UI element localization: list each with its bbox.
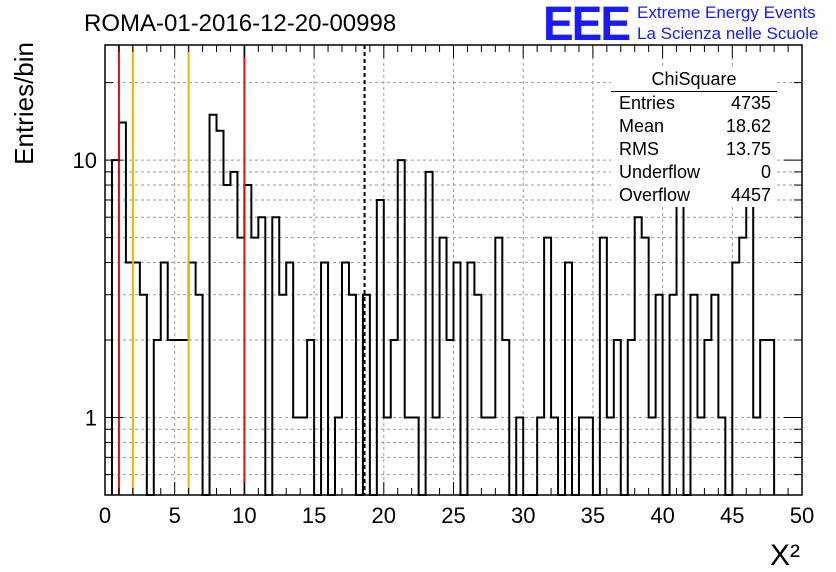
histogram-bin [711,295,718,495]
stats-value: 13.75 [725,139,771,159]
histogram-bin [237,238,244,495]
histogram-bin [467,263,474,495]
histogram-bin [600,238,607,495]
logo-line-2: La Scienza nelle Scuole [637,24,819,43]
x-tick-label: 30 [511,503,535,528]
histogram-bin [119,122,126,495]
histogram-bin [474,295,481,495]
stats-row-overflow: Overflow 4457 [619,185,771,207]
histogram-bin [398,160,405,495]
stats-label: Entries [619,93,676,113]
histogram-bin [656,295,663,495]
stats-label: Overflow [619,185,691,205]
stats-value: 18.62 [725,116,771,136]
x-tick-label: 0 [99,503,111,528]
histogram-bin [377,200,384,495]
stats-row-mean: Mean 18.62 [619,116,771,138]
x-tick-label: 15 [302,503,326,528]
stats-label: RMS [619,139,659,159]
stats-row-underflow: Underflow 0 [619,162,771,184]
x-tick-label: 40 [650,503,674,528]
stats-label: Mean [619,116,665,136]
histogram-bin [363,295,370,495]
histogram-bin [258,217,265,495]
stats-row-rms: RMS 13.75 [619,139,771,161]
x-tick-label: 35 [581,503,605,528]
histogram-bin [230,172,237,495]
x-tick-label: 5 [169,503,181,528]
x-tick-label: 50 [790,503,814,528]
x-tick-label: 25 [441,503,465,528]
y-tick-label: 10 [73,148,97,173]
histogram-bin [440,238,447,495]
histogram-bin [133,263,140,495]
histogram-bin [286,263,293,495]
histogram-bin [126,263,133,495]
histogram-bin [670,295,677,495]
histogram-bin [349,295,356,495]
histogram-bin [739,238,746,495]
x-axis-label: X² [770,539,800,572]
stats-value: 4735 [730,93,771,113]
stats-label: Underflow [619,162,701,182]
histogram-bin [544,238,551,495]
histogram-bin [642,238,649,495]
x-tick-label: 45 [720,503,744,528]
histogram-bin [565,263,572,495]
stats-value: 4457 [730,185,771,205]
stats-title: ChiSquare [651,69,737,89]
histogram-bin [495,238,502,495]
run-title: ROMA-01-2016-12-20-00998 [84,10,397,37]
histogram-bin [342,263,349,495]
histogram-bin [251,238,258,495]
x-tick-label: 10 [232,503,256,528]
stats-row-entries: Entries 4735 [619,93,771,115]
stats-box: ChiSquare Entries 4735 Mean 18.62 RMS 13… [611,68,777,207]
histogram-bin [732,263,739,495]
histogram-bin [635,217,642,495]
histogram-bin [140,295,147,495]
y-tick-label: 1 [85,406,97,431]
histogram-bin [454,263,461,495]
histogram-bin [161,263,168,495]
stats-value: 0 [760,162,771,182]
histogram-bin [112,160,119,495]
histogram-bin [189,263,196,495]
histogram-bin [426,172,433,495]
histogram-bin [272,217,279,495]
eee-logo: EEE [543,0,631,51]
histogram-bin [321,263,328,495]
histogram-bin [279,295,286,495]
x-tick-label: 20 [372,503,396,528]
histogram-bin [196,295,203,495]
logo-line-1: Extreme Energy Events [637,3,816,22]
histogram-bin [690,295,697,495]
y-axis-label: Entries/bin [9,42,39,165]
stats-divider [611,91,777,92]
